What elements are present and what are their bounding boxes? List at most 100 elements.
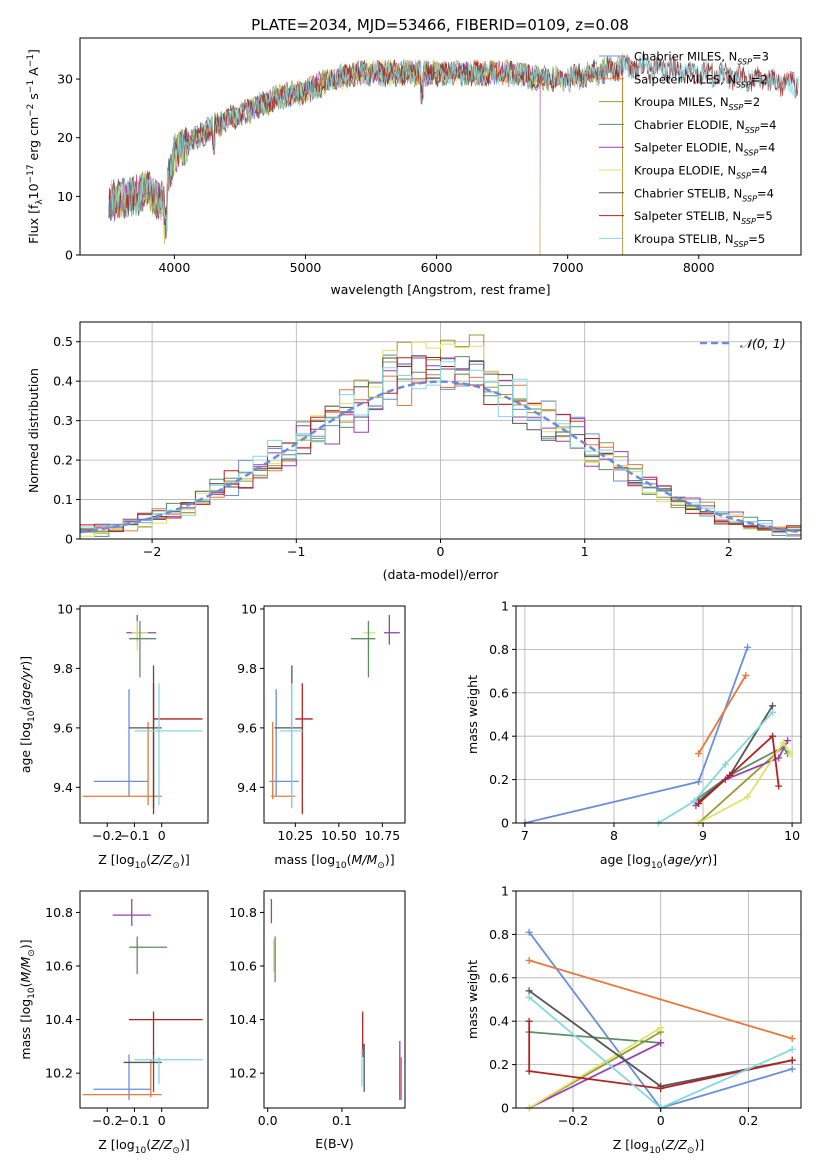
errorbar-point: [93, 689, 149, 797]
y-tick-label: 1: [501, 884, 509, 899]
y-tick-label: 0.4: [53, 374, 73, 389]
spectrum-panel: 4000 5000 6000 7000 8000 0 10 20 30 wavelength [A…: [26, 37, 802, 297]
errorbar-point: [82, 1059, 162, 1098]
weight-marker: [525, 1017, 533, 1025]
y-tick-label: 1: [501, 599, 509, 614]
errorbar-point: [274, 665, 303, 809]
weight-marker: [784, 737, 792, 745]
y-tick-label: 9.8: [237, 661, 257, 676]
x-tick-label: 10.75: [364, 828, 400, 843]
y-tick-label: 0.8: [489, 927, 509, 942]
weight-line: [528, 1021, 793, 1090]
y-tick-label: 9.8: [53, 661, 73, 676]
plot-area: [82, 899, 203, 1100]
y-tick-label: 10.6: [229, 959, 257, 974]
legend-label: Salpeter STELIB, NSSP=5: [634, 209, 773, 226]
weight-line: [528, 1026, 662, 1109]
y-tick-label: 9.6: [53, 720, 73, 735]
x-tick-label: 0: [437, 544, 445, 559]
weight-marker: [779, 739, 787, 747]
legend-label: Kroupa MILES, NSSP=2: [634, 95, 760, 112]
weight-marker: [744, 793, 752, 801]
y-tick-label: 0.2: [489, 1057, 509, 1072]
x-tick-label: 7000: [552, 260, 584, 275]
weight-vs-metallicity-panel: −0.2 0 0.2 0 0.2 0.4 0.6 0.8 1 Z [log10(Z/Z⊙)] mas…: [465, 884, 802, 1156]
figure-title: PLATE=2034, MJD=53466, FIBERID=0109, z=0…: [251, 16, 629, 34]
weight-line: [524, 646, 749, 824]
weight-marker: [525, 987, 533, 995]
errorbar-point: [134, 683, 203, 806]
axes-frame: [79, 37, 802, 256]
weight-marker: [690, 797, 698, 805]
weight-marker: [769, 732, 776, 740]
errorbar-point: [363, 620, 376, 651]
x-axis-label: Z [log10(Z/Z⊙)]: [613, 1137, 704, 1156]
weight-marker: [775, 782, 783, 790]
axes-frame: [515, 605, 802, 824]
normal-curve: [79, 380, 802, 534]
x-tick-label: 1: [581, 544, 589, 559]
errorbar-point: [123, 1051, 162, 1092]
weight-marker: [726, 771, 734, 779]
errorbar-point: [129, 620, 157, 678]
legend: 𝒩(0, 1): [700, 336, 786, 351]
x-tick-label: 9: [699, 828, 707, 843]
weight-line: [697, 674, 747, 755]
y-axis-label: Normed distribution: [26, 368, 41, 493]
legend-label: Salpeter MILES, NSSP=2: [634, 72, 768, 89]
y-axis-label: Flux [fλ10−17 erg cm−2 s−1 A−1]: [26, 49, 45, 244]
y-tick-label: 10: [57, 601, 73, 616]
weight-marker: [788, 1045, 796, 1053]
weight-marker: [769, 708, 776, 716]
y-axis-label: mass [log10(M/M⊙)]: [18, 939, 37, 1059]
weight-line: [697, 734, 780, 805]
errorbar-point: [93, 1054, 151, 1100]
errorbar-point: [269, 689, 299, 797]
y-tick-label: 10: [57, 189, 73, 204]
x-tick-label: 10: [784, 828, 800, 843]
errorbar-point: [134, 1057, 203, 1084]
errorbar-point: [112, 899, 151, 926]
y-tick-label: 0.6: [489, 685, 509, 700]
errorbar-point: [129, 665, 162, 809]
errorbar-point: [131, 936, 146, 956]
x-tick-label: −0.2: [92, 828, 122, 843]
x-tick-label: 8000: [683, 260, 715, 275]
y-tick-label: 0.4: [489, 729, 509, 744]
plot-area: [79, 334, 802, 537]
y-tick-label: 10: [241, 601, 257, 616]
x-axis-label: (data-model)/error: [383, 567, 500, 582]
weight-marker: [657, 1024, 665, 1032]
weight-marker: [695, 750, 703, 758]
weight-vs-age-panel: 7 8 9 10 0 0.2 0.4 0.6 0.8 1 age [log10(age/yr)] ma…: [465, 599, 802, 871]
legend-label: Kroupa STELIB, NSSP=5: [634, 232, 765, 249]
x-tick-label: 10.25: [277, 828, 313, 843]
y-tick-label: 10.2: [45, 1066, 73, 1081]
x-tick-label: −0.2: [92, 1113, 122, 1128]
y-tick-label: 10.8: [45, 905, 73, 920]
x-tick-label: 4000: [158, 260, 190, 275]
histogram-step: [80, 341, 801, 537]
y-axis-label: age [log10(age/yr)]: [18, 656, 37, 773]
y-tick-label: 0.3: [53, 413, 73, 428]
mass-vs-ebv-panel: 0.0 0.1 10.2 10.4 10.6 10.8 E(B-V): [229, 890, 406, 1151]
x-axis-label: age [log10(age/yr)]: [600, 852, 717, 871]
residuals-panel: −2 −1 0 1 2 0 0.1 0.2 0.3 0.4 0.5 (data-model)/erro…: [26, 321, 802, 582]
weight-marker: [525, 956, 533, 964]
spectrum-line: [110, 55, 799, 236]
axes-frame: [515, 890, 802, 1109]
legend-label: Chabrier STELIB, NSSP=4: [634, 186, 774, 203]
errorbar-point: [351, 620, 376, 678]
y-tick-label: 0.1: [53, 492, 73, 507]
weight-marker: [786, 750, 794, 758]
y-axis-label: mass weight: [465, 960, 480, 1039]
mass-vs-metallicity-panel: −0.2−0.1 0 10.2 10.4 10.6 10.8 Z [log10(Z/Z⊙)]…: [18, 890, 209, 1156]
weight-marker: [769, 702, 776, 710]
weight-marker: [775, 754, 783, 762]
y-tick-label: 0.6: [489, 970, 509, 985]
y-tick-label: 20: [57, 130, 73, 145]
weight-marker: [525, 1067, 533, 1075]
axes-frame: [263, 605, 406, 824]
y-tick-label: 10.4: [45, 1012, 73, 1027]
x-tick-label: −1: [287, 544, 305, 559]
